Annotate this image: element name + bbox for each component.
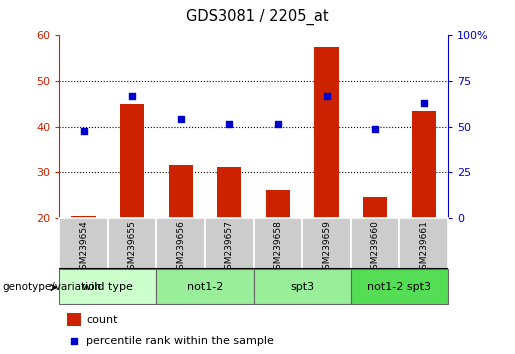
- Bar: [67, 313, 81, 326]
- Point: [322, 94, 331, 99]
- Bar: [351, 218, 400, 269]
- Text: GSM239657: GSM239657: [225, 220, 234, 275]
- Point: [70, 338, 78, 344]
- Point: [371, 126, 379, 132]
- Bar: [157, 218, 205, 269]
- Bar: [108, 218, 157, 269]
- Bar: [157, 269, 253, 304]
- Text: genotype/variation: genotype/variation: [3, 282, 101, 292]
- Bar: [314, 47, 339, 218]
- Point: [128, 93, 136, 98]
- Text: GSM239661: GSM239661: [419, 220, 428, 275]
- Text: GSM239659: GSM239659: [322, 220, 331, 275]
- Text: GSM239654: GSM239654: [79, 220, 88, 275]
- Text: GSM239660: GSM239660: [371, 220, 380, 275]
- Bar: [411, 110, 436, 218]
- Text: GSM239656: GSM239656: [176, 220, 185, 275]
- Bar: [351, 269, 448, 304]
- Point: [79, 128, 88, 134]
- Bar: [217, 167, 242, 218]
- Text: percentile rank within the sample: percentile rank within the sample: [87, 336, 274, 346]
- Bar: [363, 197, 387, 218]
- Bar: [253, 269, 351, 304]
- Text: not1-2 spt3: not1-2 spt3: [367, 282, 432, 292]
- Bar: [400, 218, 448, 269]
- Bar: [205, 218, 253, 269]
- Text: wild type: wild type: [82, 282, 133, 292]
- Bar: [72, 216, 96, 218]
- Text: GSM239658: GSM239658: [273, 220, 282, 275]
- Bar: [253, 218, 302, 269]
- Text: GSM239655: GSM239655: [128, 220, 136, 275]
- Bar: [302, 218, 351, 269]
- Point: [420, 100, 428, 106]
- Point: [225, 121, 233, 127]
- Text: spt3: spt3: [290, 282, 314, 292]
- Bar: [120, 104, 144, 218]
- Point: [177, 116, 185, 122]
- Bar: [59, 218, 108, 269]
- Bar: [59, 269, 157, 304]
- Text: GDS3081 / 2205_at: GDS3081 / 2205_at: [186, 9, 329, 25]
- Point: [274, 121, 282, 127]
- Bar: [168, 165, 193, 218]
- Text: not1-2: not1-2: [187, 282, 223, 292]
- Text: count: count: [87, 315, 118, 325]
- Bar: [266, 190, 290, 218]
